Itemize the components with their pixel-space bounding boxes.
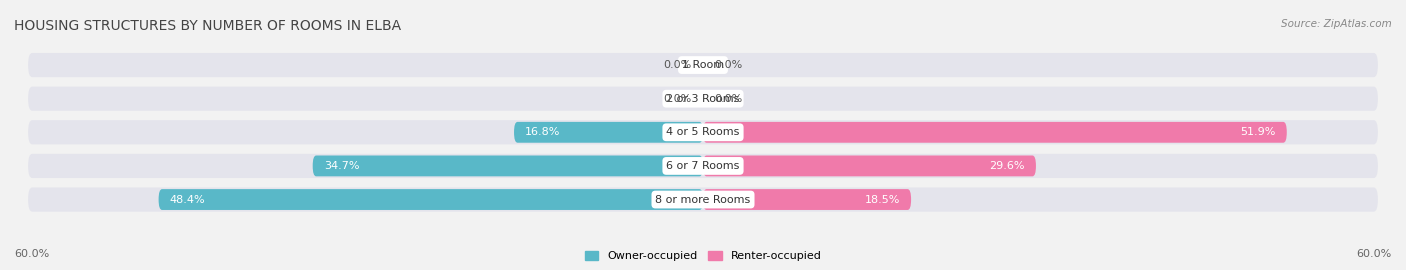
- Text: 0.0%: 0.0%: [714, 60, 742, 70]
- Text: 1 Room: 1 Room: [682, 60, 724, 70]
- Text: Source: ZipAtlas.com: Source: ZipAtlas.com: [1281, 19, 1392, 29]
- Text: 0.0%: 0.0%: [714, 94, 742, 104]
- Text: 0.0%: 0.0%: [664, 60, 692, 70]
- FancyBboxPatch shape: [28, 187, 1378, 212]
- Text: 60.0%: 60.0%: [14, 249, 49, 259]
- Text: 18.5%: 18.5%: [865, 195, 900, 205]
- Text: HOUSING STRUCTURES BY NUMBER OF ROOMS IN ELBA: HOUSING STRUCTURES BY NUMBER OF ROOMS IN…: [14, 19, 401, 33]
- FancyBboxPatch shape: [28, 154, 1378, 178]
- FancyBboxPatch shape: [159, 189, 703, 210]
- Text: 29.6%: 29.6%: [990, 161, 1025, 171]
- Legend: Owner-occupied, Renter-occupied: Owner-occupied, Renter-occupied: [581, 247, 825, 266]
- Text: 6 or 7 Rooms: 6 or 7 Rooms: [666, 161, 740, 171]
- FancyBboxPatch shape: [28, 87, 1378, 111]
- Text: 51.9%: 51.9%: [1240, 127, 1275, 137]
- Text: 60.0%: 60.0%: [1357, 249, 1392, 259]
- Text: 0.0%: 0.0%: [664, 94, 692, 104]
- FancyBboxPatch shape: [312, 156, 703, 176]
- FancyBboxPatch shape: [703, 156, 1036, 176]
- Text: 2 or 3 Rooms: 2 or 3 Rooms: [666, 94, 740, 104]
- Text: 34.7%: 34.7%: [323, 161, 360, 171]
- Text: 8 or more Rooms: 8 or more Rooms: [655, 195, 751, 205]
- FancyBboxPatch shape: [703, 189, 911, 210]
- FancyBboxPatch shape: [28, 120, 1378, 144]
- FancyBboxPatch shape: [515, 122, 703, 143]
- Text: 48.4%: 48.4%: [170, 195, 205, 205]
- Text: 16.8%: 16.8%: [526, 127, 561, 137]
- Text: 4 or 5 Rooms: 4 or 5 Rooms: [666, 127, 740, 137]
- FancyBboxPatch shape: [28, 53, 1378, 77]
- FancyBboxPatch shape: [703, 122, 1286, 143]
